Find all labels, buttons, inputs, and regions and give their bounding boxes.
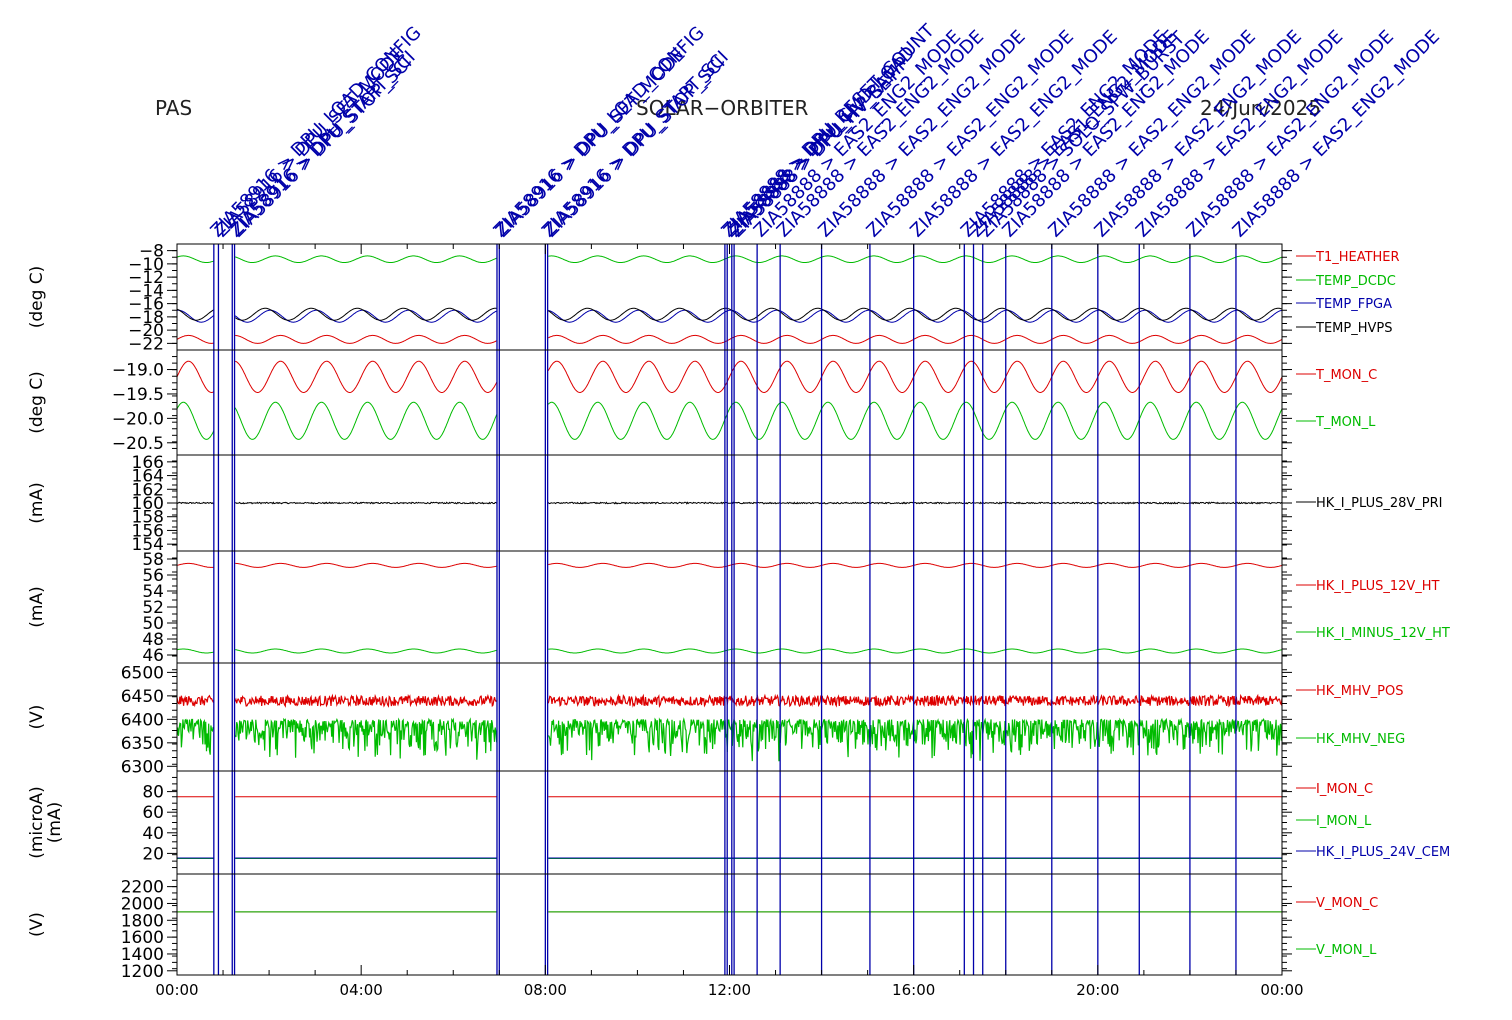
y-tick-label: 54 — [142, 582, 164, 602]
y-tick-label: 164 — [132, 467, 164, 487]
y-tick-label: 80 — [142, 783, 164, 803]
legend-entry: T1_HEATHER — [1315, 250, 1400, 265]
panel-frame — [176, 873, 1283, 976]
x-tick-label: 16:00 — [892, 981, 935, 999]
y-tick-label: −20.0 — [112, 409, 164, 429]
legend-entry: TEMP_HVPS — [1315, 321, 1392, 336]
date-label: 24/Jun/2025 — [1200, 96, 1322, 120]
y-tick-label: 6350 — [121, 734, 164, 754]
legend-entry: HK_I_PLUS_28V_PRI — [1316, 496, 1442, 511]
y-tick-label: −19.0 — [112, 361, 164, 381]
legend-entry: HK_I_MINUS_12V_HT — [1316, 626, 1450, 641]
event-marker-label: ZIA58916 > DPU_STOP_SCI — [227, 52, 416, 241]
y-tick-label: 1800 — [121, 911, 164, 931]
y-axis-label: (mA) — [27, 482, 47, 523]
legend-entry: HK_MHV_POS — [1316, 684, 1404, 699]
legend-entry: V_MON_L — [1316, 943, 1377, 958]
y-axis-label: (V) — [27, 705, 47, 730]
legend-entry: TEMP_FPGA — [1315, 297, 1392, 312]
series-line — [177, 693, 1282, 709]
y-tick-label: 160 — [132, 494, 164, 514]
y-tick-label: 6400 — [121, 710, 164, 730]
y-tick-label: 56 — [142, 566, 164, 586]
series-line — [177, 307, 1282, 321]
y-axis-label: (mA) — [27, 586, 47, 627]
y-axis-label: (deg C) — [27, 266, 47, 329]
legend-entry: I_MON_C — [1316, 782, 1373, 797]
y-tick-label: −14 — [128, 281, 164, 301]
panel-frame — [176, 550, 1283, 664]
y-tick-label: −8 — [139, 242, 164, 262]
x-tick-label: 00:00 — [1260, 981, 1303, 999]
y-tick-label: 20 — [142, 844, 164, 864]
y-tick-label: 60 — [142, 803, 164, 823]
x-tick-label: 12:00 — [708, 981, 751, 999]
series-line — [177, 562, 1282, 568]
series-line — [177, 648, 1282, 654]
y-tick-label: 6300 — [121, 757, 164, 777]
y-axis-label: (V) — [27, 912, 47, 937]
x-tick-label: 04:00 — [340, 981, 383, 999]
event-marker-label: ZIA58916 > DPU_SET_MODE — [492, 44, 690, 242]
y-tick-label: −19.5 — [112, 385, 164, 405]
y-tick-label: 162 — [132, 480, 164, 500]
legend-entry: TEMP_DCDC — [1315, 274, 1396, 289]
series-line — [177, 717, 1282, 762]
series-line — [177, 401, 1282, 440]
instrument-label: PAS — [155, 96, 193, 120]
y-tick-label: 52 — [142, 598, 164, 618]
y-tick-label: 46 — [142, 646, 164, 666]
y-tick-label: −20 — [128, 321, 164, 341]
y-tick-label: 58 — [142, 550, 164, 570]
panel-frame — [176, 662, 1283, 772]
y-tick-label: 1400 — [121, 945, 164, 965]
legend-entry: I_MON_L — [1316, 814, 1372, 829]
legend-entry: HK_MHV_NEG — [1316, 732, 1405, 747]
y-tick-label: −20.5 — [112, 434, 164, 454]
y-tick-label: 166 — [132, 453, 164, 473]
y-tick-label: 154 — [132, 535, 164, 555]
legend-entry: HK_I_PLUS_12V_HT — [1316, 579, 1440, 594]
x-tick-label: 08:00 — [524, 981, 567, 999]
y-tick-label: 48 — [142, 630, 164, 650]
y-tick-label: −16 — [128, 295, 164, 315]
legend-entry: HK_I_PLUS_24V_CEM — [1316, 845, 1450, 860]
series-line — [177, 360, 1282, 394]
y-tick-label: 40 — [142, 824, 164, 844]
y-tick-label: 1600 — [121, 928, 164, 948]
y-tick-label: 50 — [142, 614, 164, 634]
x-tick-label: 20:00 — [1076, 981, 1119, 999]
series-line — [177, 501, 1282, 505]
y-tick-label: 6500 — [121, 663, 164, 683]
y-tick-label: 2200 — [121, 878, 164, 898]
y-axis-label: (microA) — [27, 786, 47, 859]
y-tick-label: 1200 — [121, 962, 164, 982]
x-tick-label: 00:00 — [155, 981, 198, 999]
series-line — [177, 255, 1282, 263]
y-tick-label: 158 — [132, 508, 164, 528]
y-axis-label: (deg C) — [27, 371, 47, 434]
legend-entry: T_MON_L — [1315, 415, 1376, 430]
y-tick-label: 6450 — [121, 687, 164, 707]
y-axis-label-2: (mA) — [45, 802, 65, 843]
legend-entry: T_MON_C — [1315, 368, 1377, 383]
y-tick-label: 2000 — [121, 894, 164, 914]
mission-label: SOLAR−ORBITER — [636, 96, 809, 120]
series-line — [177, 334, 1282, 344]
y-tick-label: −18 — [128, 308, 164, 328]
y-tick-label: −22 — [128, 334, 164, 354]
y-tick-label: 156 — [132, 521, 164, 541]
y-tick-label: −12 — [128, 268, 164, 288]
legend-entry: V_MON_C — [1316, 896, 1378, 911]
y-tick-label: −10 — [128, 255, 164, 275]
